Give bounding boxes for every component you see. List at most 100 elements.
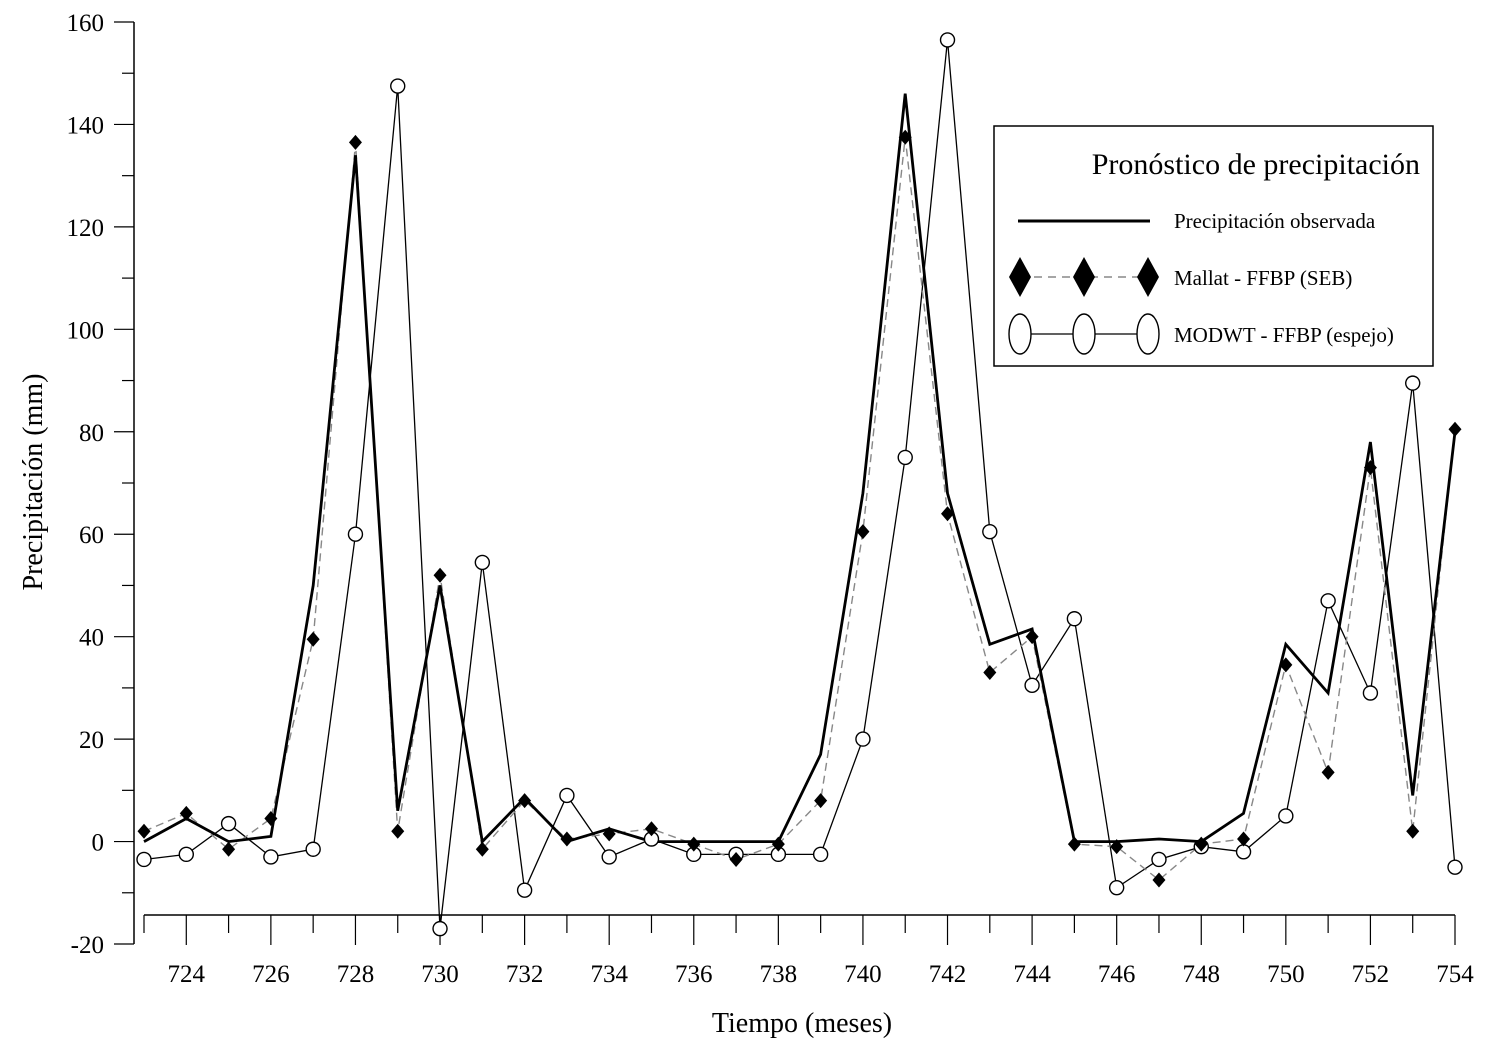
x-tick-label: 744	[1013, 961, 1051, 988]
x-tick-label: 734	[590, 961, 628, 988]
mallat-point	[560, 831, 574, 847]
modwt-point	[1405, 375, 1421, 391]
y-tick-label: 40	[79, 625, 104, 652]
x-tick-label: 726	[252, 961, 290, 988]
modwt-point	[1024, 677, 1040, 694]
x-tick-label: 740	[844, 961, 882, 988]
y-tick-label: 0	[92, 830, 105, 857]
mallat-point	[1279, 657, 1293, 673]
legend-box	[993, 125, 1434, 367]
mallat-point	[1237, 831, 1251, 847]
y-tick-label: 160	[67, 10, 105, 37]
mallat-point	[137, 823, 151, 839]
mallat-point	[1321, 764, 1335, 780]
mallat-point	[856, 524, 870, 540]
legend-modwt-swatch	[1008, 313, 1160, 355]
modwt-point	[1066, 611, 1083, 627]
modwt-point	[432, 920, 448, 937]
legend-mallat-diamond	[1073, 257, 1095, 297]
x-tick-label: 750	[1267, 961, 1305, 988]
mallat-point	[1067, 836, 1081, 852]
modwt-point	[939, 32, 956, 48]
legend-modwt-circle	[1008, 313, 1032, 355]
mallat-point	[898, 129, 912, 145]
legend-modwt-label: MODWT - FFBP (espejo)	[1174, 323, 1394, 347]
mallat-point	[1363, 460, 1377, 476]
y-tick-label: 80	[79, 420, 104, 447]
x-tick-label: 742	[929, 961, 967, 988]
mallat-point	[1406, 823, 1420, 839]
x-tick-label: 730	[421, 961, 459, 988]
mallat-point	[771, 836, 785, 852]
mallat-point	[264, 811, 278, 827]
modwt-point	[1108, 879, 1125, 896]
modwt-point	[812, 846, 829, 863]
modwt-point	[136, 851, 152, 868]
mallat-point	[222, 841, 236, 857]
x-axis-title: Tiempo (meses)	[712, 1008, 892, 1039]
mallat-point	[814, 793, 828, 809]
mallat-point	[348, 134, 362, 150]
mallat-point	[644, 821, 658, 837]
mallat-point	[306, 631, 320, 647]
mallat-point	[475, 841, 489, 857]
modwt-point	[855, 731, 871, 747]
mallat-point	[391, 823, 405, 839]
legend-title: Pronóstico de precipitación	[1092, 148, 1420, 181]
x-tick-label: 754	[1436, 961, 1474, 988]
series-layer	[136, 32, 1463, 937]
mallat-point	[518, 793, 532, 809]
x-tick-label: 748	[1183, 961, 1221, 988]
legend-mallat-swatch	[1009, 257, 1159, 297]
axes: -20 0 20 40 60 80 100 120 140 160 724 726 728 730 732 7…	[67, 10, 1475, 988]
modwt-point	[601, 849, 617, 865]
x-tick-label: 732	[506, 961, 544, 988]
legend-observed-label: Precipitación observada	[1174, 209, 1376, 233]
mallat-point	[179, 805, 193, 821]
modwt-point	[1320, 593, 1336, 609]
mallat-point	[729, 851, 743, 867]
modwt-point	[1447, 859, 1463, 875]
x-tick-label: 752	[1352, 961, 1390, 988]
legend-modwt-circle	[1072, 313, 1096, 355]
mallat-point	[941, 506, 955, 522]
modwt-point	[516, 882, 533, 898]
mallat-point	[1194, 836, 1208, 852]
mallat-point	[1448, 421, 1462, 437]
x-tick-label: 736	[675, 961, 713, 988]
modwt-point	[1235, 844, 1252, 860]
y-tick-label: 120	[67, 215, 105, 242]
x-tick-label: 738	[760, 961, 798, 988]
legend: Pronóstico de precipitación Precipitació…	[993, 125, 1434, 367]
mallat-point	[433, 567, 447, 583]
legend-mallat-label: Mallat - FFBP (SEB)	[1174, 266, 1352, 290]
mallat-point	[1110, 839, 1124, 855]
y-tick-label: 140	[67, 112, 105, 139]
legend-mallat-diamond	[1137, 257, 1159, 297]
modwt-point	[559, 787, 575, 804]
modwt-point	[1362, 685, 1379, 701]
modwt-point	[474, 554, 491, 571]
mallat-point	[1025, 629, 1039, 645]
modwt-point	[305, 841, 321, 857]
modwt-point	[1151, 851, 1167, 868]
mallat-point	[687, 836, 701, 852]
modwt-point	[347, 526, 364, 542]
observed-line	[143, 93, 1457, 845]
y-axis-title: Precipitación (mm)	[18, 374, 49, 591]
y-tick-label: 20	[79, 727, 104, 754]
y-tick-label: 100	[67, 317, 105, 344]
modwt-point	[390, 78, 406, 94]
modwt-point	[263, 849, 279, 865]
x-tick-label: 724	[168, 961, 206, 988]
legend-modwt-circle	[1136, 313, 1160, 355]
mallat-point	[1152, 872, 1166, 888]
modwt-point	[897, 449, 913, 466]
mallat-point	[983, 665, 997, 681]
modwt-point	[220, 815, 237, 832]
x-tick-label: 728	[337, 961, 375, 988]
y-tick-label: -20	[71, 932, 104, 959]
modwt-point	[1278, 808, 1294, 824]
y-tick-label: 60	[79, 522, 104, 549]
